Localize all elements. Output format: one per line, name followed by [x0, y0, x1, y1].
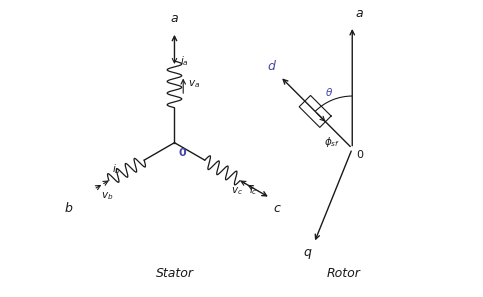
Text: $\theta$: $\theta$: [325, 86, 333, 98]
Text: $\phi_{sf}$: $\phi_{sf}$: [324, 135, 340, 149]
Text: $i_c$: $i_c$: [249, 184, 258, 197]
Text: a: a: [355, 7, 363, 20]
Text: $v_b$: $v_b$: [101, 190, 114, 202]
Text: d: d: [268, 61, 276, 73]
Text: 0: 0: [179, 148, 186, 158]
Text: a: a: [170, 12, 178, 25]
Text: 0: 0: [356, 150, 364, 160]
Text: Rotor: Rotor: [327, 267, 360, 280]
Text: $i_a$: $i_a$: [180, 54, 188, 68]
Text: Stator: Stator: [156, 267, 194, 280]
Text: c: c: [273, 203, 280, 215]
Text: $v_a$: $v_a$: [187, 78, 199, 90]
Text: q: q: [303, 246, 311, 259]
Text: b: b: [65, 203, 73, 215]
Text: $i_b$: $i_b$: [112, 162, 121, 176]
Text: $v_c$: $v_c$: [231, 185, 243, 197]
